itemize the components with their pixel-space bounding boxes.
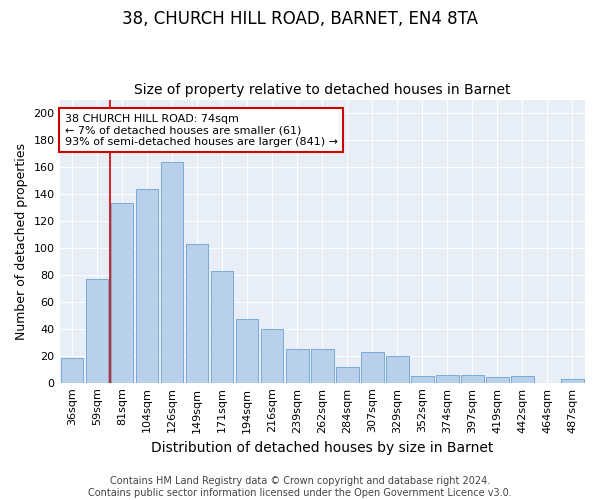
- Bar: [386, 356, 409, 382]
- Bar: [136, 188, 158, 382]
- Y-axis label: Number of detached properties: Number of detached properties: [15, 142, 28, 340]
- Bar: [561, 378, 584, 382]
- Bar: [61, 358, 83, 382]
- X-axis label: Distribution of detached houses by size in Barnet: Distribution of detached houses by size …: [151, 441, 493, 455]
- Bar: [486, 378, 509, 382]
- Text: 38 CHURCH HILL ROAD: 74sqm
← 7% of detached houses are smaller (61)
93% of semi-: 38 CHURCH HILL ROAD: 74sqm ← 7% of detac…: [65, 114, 338, 147]
- Bar: [236, 320, 259, 382]
- Text: 38, CHURCH HILL ROAD, BARNET, EN4 8TA: 38, CHURCH HILL ROAD, BARNET, EN4 8TA: [122, 10, 478, 28]
- Title: Size of property relative to detached houses in Barnet: Size of property relative to detached ho…: [134, 83, 511, 97]
- Bar: [436, 374, 458, 382]
- Bar: [186, 244, 208, 382]
- Bar: [311, 349, 334, 382]
- Bar: [511, 376, 534, 382]
- Bar: [261, 329, 283, 382]
- Text: Contains HM Land Registry data © Crown copyright and database right 2024.
Contai: Contains HM Land Registry data © Crown c…: [88, 476, 512, 498]
- Bar: [461, 374, 484, 382]
- Bar: [86, 279, 109, 382]
- Bar: [361, 352, 383, 382]
- Bar: [111, 204, 133, 382]
- Bar: [161, 162, 184, 382]
- Bar: [286, 349, 308, 382]
- Bar: [336, 366, 359, 382]
- Bar: [211, 271, 233, 382]
- Bar: [411, 376, 434, 382]
